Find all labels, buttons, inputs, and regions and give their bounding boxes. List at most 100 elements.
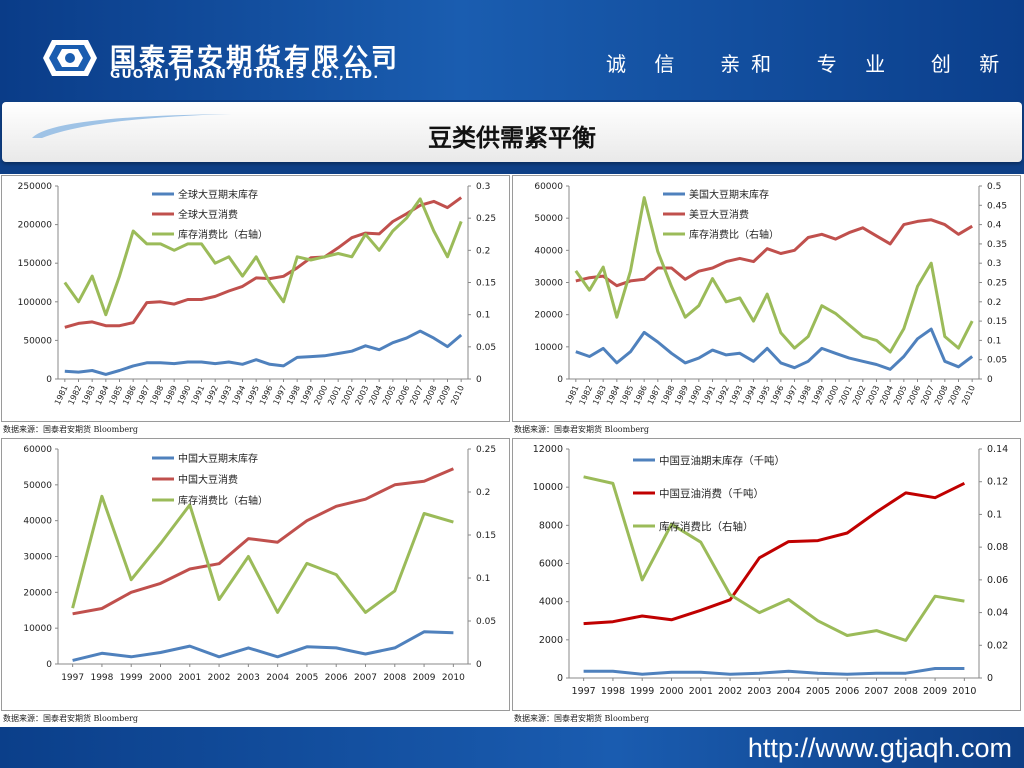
- chart-china-soyoil: 0 2000 4000 6000 8000 10000 12000 0 0.02 0.04 0.06…: [533, 444, 1008, 697]
- y2-tick-label: 0.25: [476, 445, 496, 455]
- legend-label: 美国大豆期末库存: [689, 188, 769, 201]
- y-tick-label: 30000: [23, 553, 52, 563]
- slogan: 诚 信 亲和 专 业 创 新: [606, 52, 1011, 76]
- y-tick-label: 250000: [18, 182, 53, 192]
- y-tick-label: 60000: [534, 182, 563, 192]
- chart-source-china-soyoil: 数据来源：国泰君安期货 Bloomberg: [514, 714, 649, 723]
- y-tick-label: 10000: [534, 343, 563, 353]
- chart-global-soybean: 0 50000 100000 150000 200000 250000 0 0.05 0.1 0.…: [18, 182, 496, 406]
- y2-tick-label: 0.14: [987, 444, 1008, 455]
- legend-label: 库存消费比（右轴）: [178, 494, 268, 507]
- x-tick-label: 2004: [266, 673, 289, 683]
- y2-tick-label: 0: [987, 375, 993, 385]
- x-tick-label: 1997: [572, 686, 596, 697]
- x-tick-label: 1999: [120, 673, 143, 683]
- y2-tick-label: 0.2: [476, 488, 490, 498]
- x-tick-label: 2001: [689, 686, 713, 697]
- y-tick-label: 0: [46, 660, 52, 670]
- series-line-2: [574, 196, 974, 354]
- legend-label: 库存消费比（右轴）: [689, 228, 779, 241]
- y2-tick-label: 0.2: [476, 246, 490, 256]
- x-tick-label: 2007: [864, 686, 888, 697]
- y-tick-label: 30000: [534, 279, 563, 289]
- y2-tick-label: 0.45: [987, 201, 1007, 211]
- x-tick-label: 2010: [442, 673, 465, 683]
- x-tick-label: 1998: [601, 686, 625, 697]
- series-line-1: [64, 196, 463, 329]
- y2-tick-label: 0.2: [987, 298, 1001, 308]
- y-tick-label: 100000: [18, 298, 53, 308]
- y2-tick-label: 0.05: [476, 617, 496, 627]
- y2-tick-label: 0.04: [987, 608, 1008, 619]
- footer-bar: [0, 727, 1024, 768]
- legend-label: 美豆大豆消费: [689, 208, 749, 221]
- y-tick-label: 60000: [23, 445, 52, 455]
- legend-label: 全球大豆消费: [178, 208, 238, 221]
- chart-china-soybean: 0 10000 20000 30000 40000 50000 60000 0 0.05 0.1 0…: [23, 445, 496, 683]
- x-tick-label: 2010: [952, 686, 976, 697]
- series-line-2: [63, 197, 463, 317]
- x-tick-label: 2000: [149, 673, 172, 683]
- chart-panel-us: 0 10000 20000 30000 40000 50000 60000 0 0.05 0.1 0…: [512, 175, 1021, 422]
- y2-tick-label: 0.5: [987, 182, 1001, 192]
- series-line-2: [71, 494, 454, 614]
- x-tick-label: 2009: [413, 673, 436, 683]
- series-line-1: [72, 467, 454, 616]
- y2-tick-label: 0.3: [987, 259, 1001, 269]
- x-tick-label: 2002: [718, 686, 742, 697]
- chart-panel-china-soyoil: 0 2000 4000 6000 8000 10000 12000 0 0.02 0.04 0.06…: [512, 438, 1021, 711]
- y-tick-label: 200000: [18, 221, 53, 231]
- chart-panel-global: 0 50000 100000 150000 200000 250000 0 0.05 0.1 0.…: [1, 175, 510, 422]
- y2-tick-label: 0.06: [987, 575, 1008, 586]
- y2-tick-label: 0.05: [476, 343, 496, 353]
- x-tick-label: 2010: [960, 384, 977, 406]
- y2-tick-label: 0.25: [987, 279, 1007, 289]
- y-tick-label: 50000: [534, 214, 563, 224]
- y-tick-label: 6000: [539, 559, 563, 570]
- y2-tick-label: 0.08: [987, 542, 1008, 553]
- x-tick-label: 2008: [383, 673, 406, 683]
- y-tick-label: 40000: [23, 517, 52, 527]
- y-tick-label: 8000: [539, 520, 563, 531]
- x-tick-label: 1998: [90, 673, 113, 683]
- y2-tick-label: 0.15: [987, 317, 1007, 327]
- y2-tick-label: 0.25: [476, 214, 496, 224]
- y2-tick-label: 0.1: [476, 574, 490, 584]
- series-line-0: [64, 329, 463, 376]
- y-tick-label: 4000: [539, 597, 563, 608]
- y2-tick-label: 0.15: [476, 531, 496, 541]
- legend-label: 中国大豆消费: [178, 473, 238, 486]
- x-tick-label: 1999: [630, 686, 654, 697]
- y-tick-label: 50000: [23, 336, 52, 346]
- chart-source-global: 数据来源：国泰君安期货 Bloomberg: [3, 425, 138, 434]
- series-line-0: [583, 667, 965, 676]
- x-tick-label: 2007: [354, 673, 377, 683]
- y-tick-label: 0: [46, 375, 52, 385]
- y-tick-label: 40000: [534, 246, 563, 256]
- x-tick-label: 2005: [806, 686, 830, 697]
- legend-label: 中国豆油消费（千吨）: [659, 487, 764, 500]
- y-tick-label: 0: [557, 375, 563, 385]
- page-title: 豆类供需紧平衡: [428, 123, 596, 152]
- x-tick-label: 2010: [449, 384, 466, 406]
- legend-label: 库存消费比（右轴）: [659, 520, 754, 533]
- y2-tick-label: 0.15: [476, 279, 496, 289]
- y2-tick-label: 0.05: [987, 356, 1007, 366]
- y2-tick-label: 0: [476, 660, 482, 670]
- y2-tick-label: 0: [476, 375, 482, 385]
- swoosh-decoration: [32, 114, 232, 138]
- series-line-0: [72, 630, 454, 662]
- y2-tick-label: 0.35: [987, 240, 1007, 250]
- x-tick-label: 1997: [61, 673, 84, 683]
- x-tick-label: 2003: [237, 673, 260, 683]
- y2-tick-label: 0.12: [987, 477, 1008, 488]
- company-name-en: GUOTAI JUNAN FUTURES CO.,LTD.: [110, 66, 380, 81]
- x-tick-label: 2002: [208, 673, 231, 683]
- series-line-0: [575, 327, 974, 371]
- series-line-1: [583, 481, 966, 626]
- x-tick-label: 2004: [777, 686, 801, 697]
- x-tick-label: 2000: [659, 686, 683, 697]
- legend-label: 全球大豆期末库存: [178, 188, 258, 201]
- footer-url[interactable]: http://www.gtjaqh.com: [747, 733, 1012, 763]
- legend-label: 中国豆油期末库存（千吨）: [659, 454, 785, 467]
